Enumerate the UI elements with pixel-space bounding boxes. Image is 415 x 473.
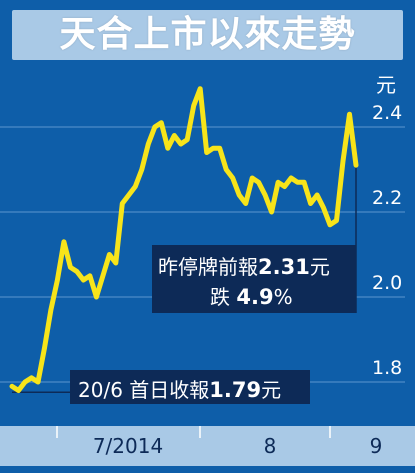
y-tick-labels: 1.8 2.0 2.2 2.4 [372,102,402,379]
x-tick-label: 9 [370,434,383,458]
y-tick-label: 1.8 [372,357,402,379]
chart-title: 天合上市以來走勢 [59,14,356,55]
annotation-last-close: 昨停牌前報2.31元 跌 4.9% [152,245,356,313]
y-tick-label: 2.0 [372,272,402,294]
x-tick-labels: 7/2014 8 9 [93,434,383,458]
annotation-last-close-line1: 昨停牌前報2.31元 [158,255,330,279]
y-tick-label: 2.4 [372,102,402,124]
title-bar: 天合上市以來走勢 [12,10,403,60]
unit-label: 元 [376,73,396,97]
annotation-first-day: 20/6 首日收報1.79元 [70,370,310,404]
x-tick-label: 8 [264,434,277,458]
x-axis-band [0,426,415,466]
annotation-connectors [12,165,357,393]
price-line [9,86,359,393]
x-tick-label: 7/2014 [93,434,163,458]
y-tick-label: 2.2 [372,187,402,209]
annotation-first-day-line1: 20/6 首日收報1.79元 [78,378,282,402]
annotation-last-close-line2: 跌 4.9% [210,285,293,309]
x-ticks [56,426,331,438]
